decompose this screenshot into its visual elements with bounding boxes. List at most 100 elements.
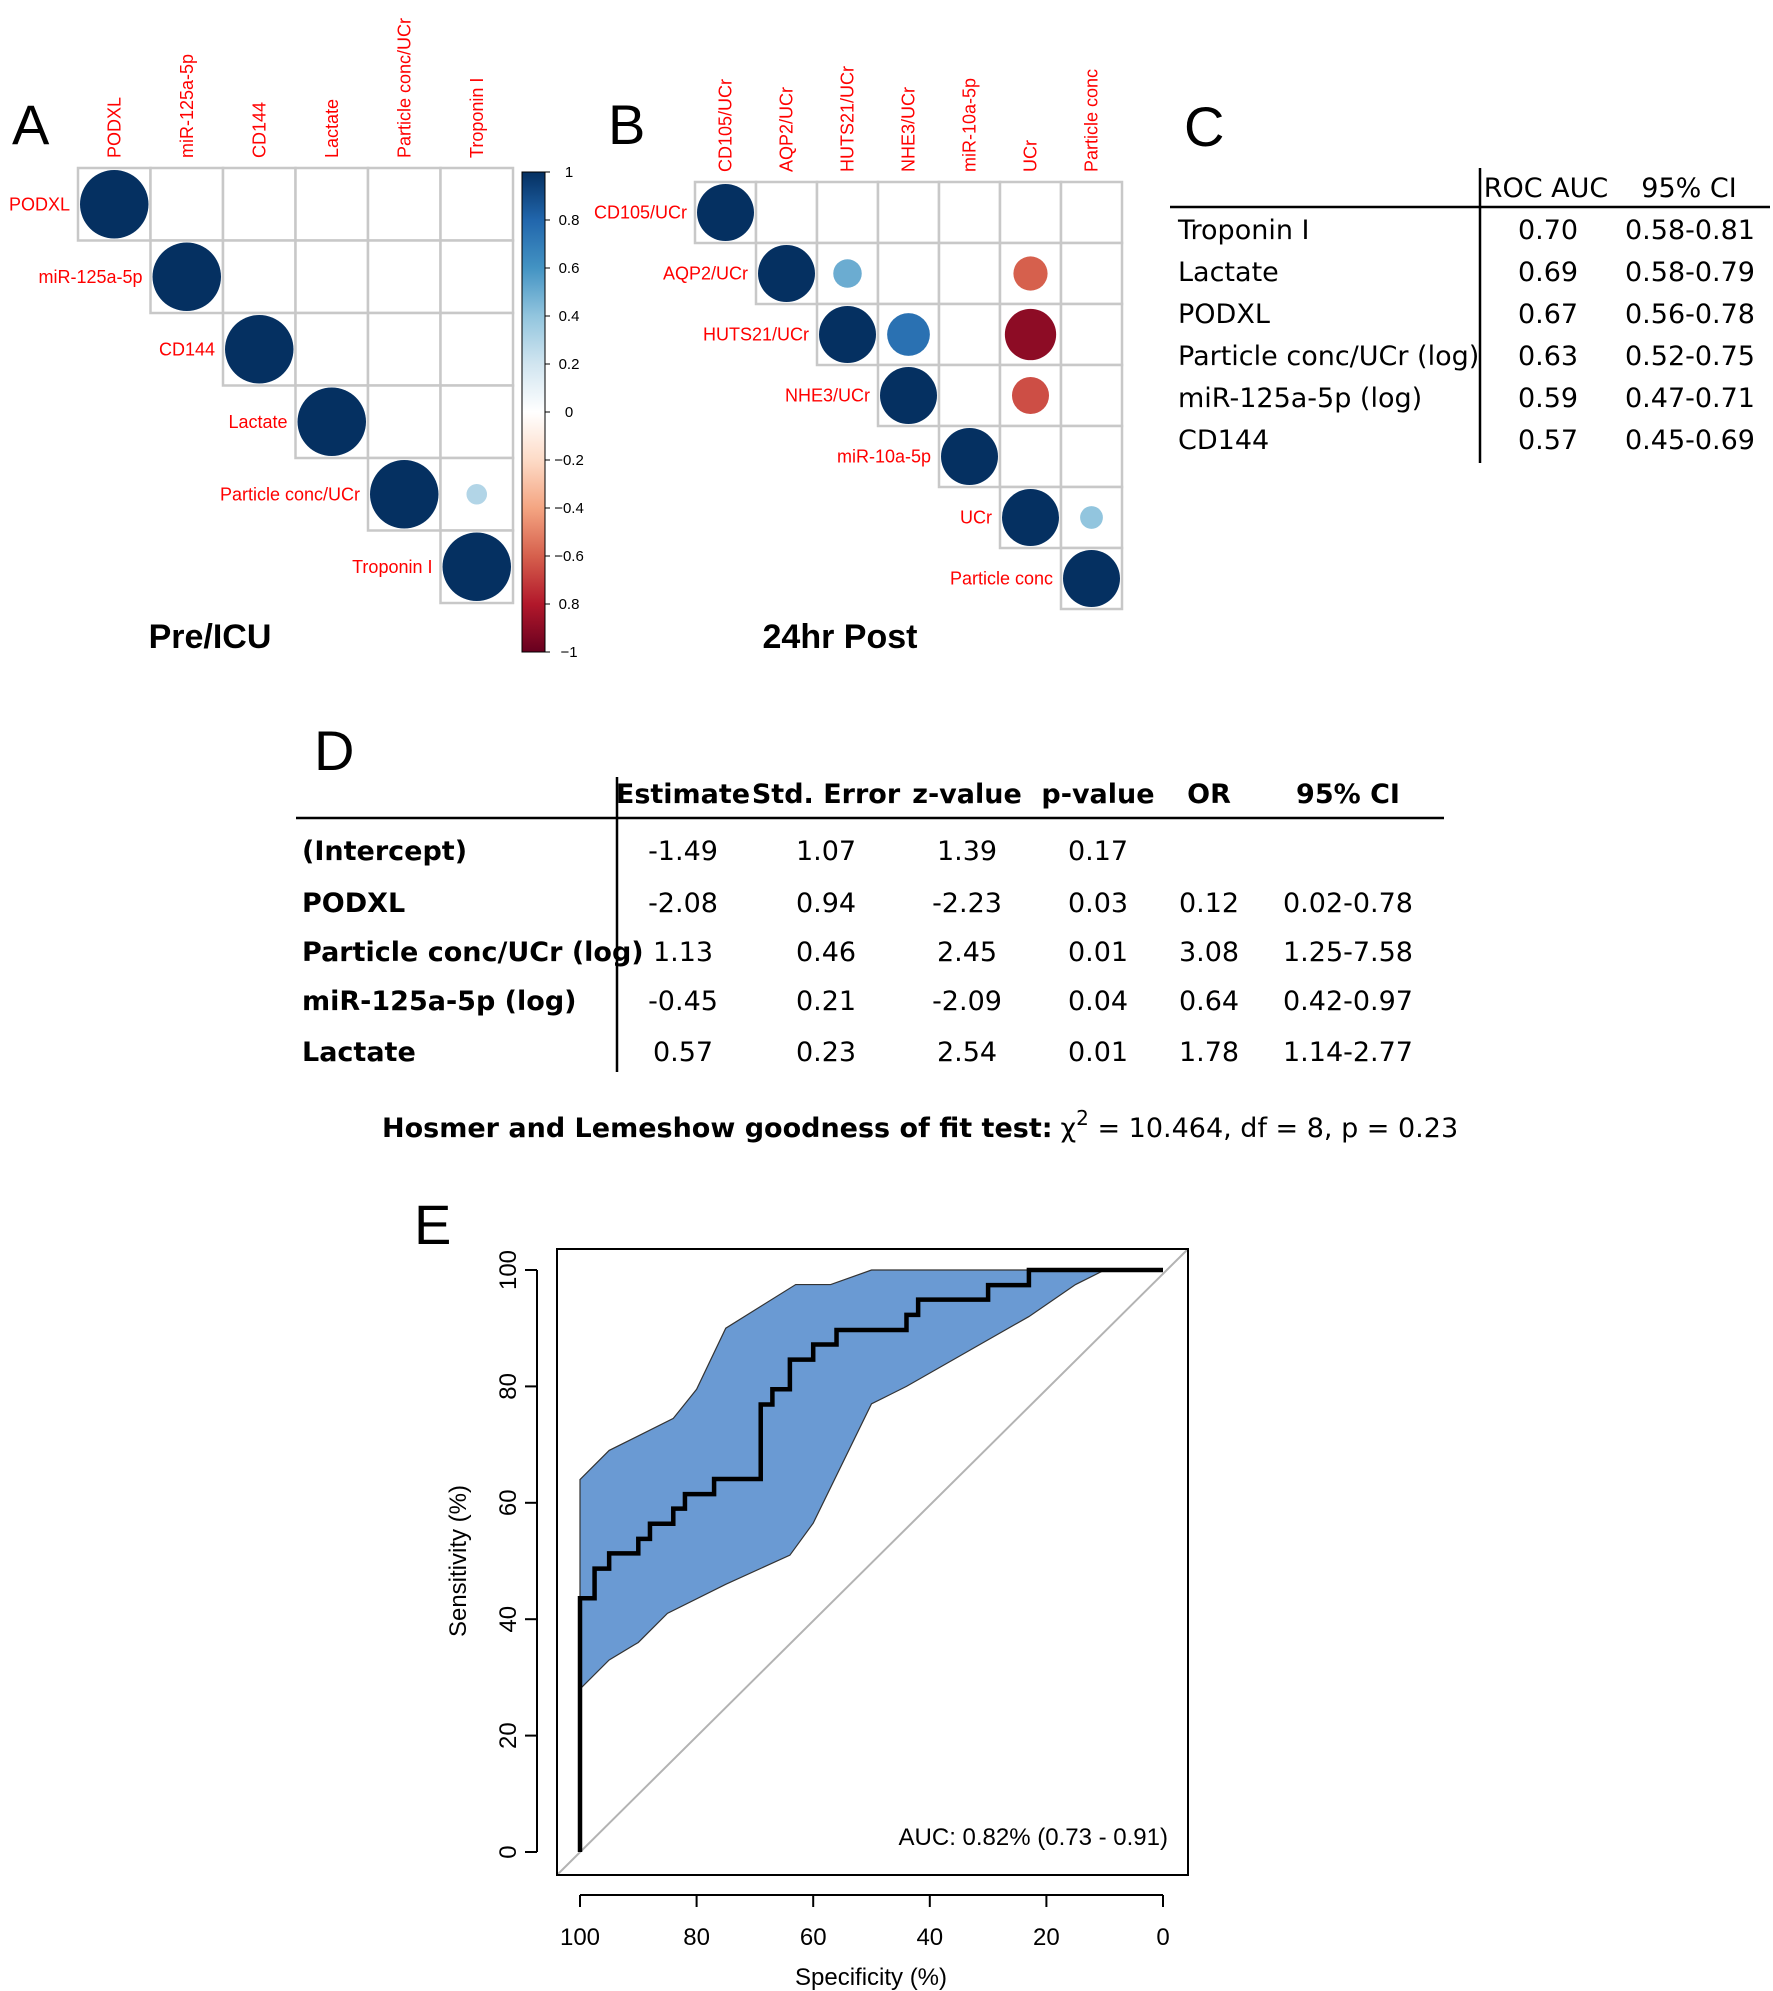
pre-icu-circle — [466, 483, 488, 505]
table-d-cell: 0.21 — [796, 986, 856, 1017]
post-circle — [819, 306, 876, 363]
post-cell — [876, 180, 941, 245]
post-col-label: miR-10a-5p — [960, 78, 980, 172]
pre-icu-cell — [366, 311, 442, 387]
colorbar-tick-label: 0.6 — [559, 260, 580, 277]
table-d-row-label: miR-125a-5p (log) — [302, 986, 577, 1017]
pre-icu-col-label: miR-125a-5p — [177, 54, 197, 158]
pre-icu-cell — [439, 239, 515, 315]
post-cell — [876, 241, 941, 306]
y-axis-title: Sensitivity (%) — [445, 1485, 472, 1637]
roc-auc-table: ROC AUC 95% CI Troponin I 0.70 0.58-0.81 Lact… — [1170, 168, 1770, 463]
pre-icu-row-label: Troponin I — [352, 557, 432, 577]
table-d-cell: 0.12 — [1179, 888, 1239, 919]
colorbar-gradient — [521, 171, 546, 653]
pre-icu-col-label: Lactate — [322, 99, 342, 158]
pre-icu-circle — [442, 532, 511, 601]
table-d-cell: 2.54 — [937, 1037, 997, 1068]
post-col-label: HUTS21/UCr — [838, 66, 858, 172]
colorbar-tick-label: 0 — [565, 404, 573, 421]
pre-icu-cell — [221, 166, 297, 242]
pre-icu-row-label: Particle conc/UCr — [220, 484, 360, 504]
post-col-label: UCr — [1021, 140, 1041, 172]
x-axis-tick-label: 0 — [1156, 1924, 1169, 1951]
panel-label-b: B — [608, 93, 645, 156]
pre-icu-circle — [225, 315, 294, 384]
table-d-cell: 1.07 — [796, 836, 856, 867]
table-d-header: OR — [1187, 779, 1231, 810]
post-circle — [887, 313, 930, 356]
pre-icu-row-label: miR-125a-5p — [38, 267, 142, 287]
pre-icu-cell — [439, 384, 515, 460]
post-cell — [998, 180, 1063, 245]
post-cell — [754, 180, 819, 245]
post-circle — [880, 367, 937, 424]
pre-icu-row-label: CD144 — [159, 339, 215, 359]
y-axis-tick-label: 80 — [495, 1373, 522, 1400]
table-c-row-label: PODXL — [1178, 299, 1270, 330]
table-c-ci: 0.58-0.81 — [1625, 215, 1755, 246]
x-axis-tick-label: 80 — [683, 1924, 710, 1951]
hosmer-lemeshow-label: Hosmer and Lemeshow goodness of fit test… — [382, 1113, 1053, 1144]
hosmer-lemeshow-stats: = 10.464, df = 8, p = 0.23 — [1089, 1113, 1458, 1144]
table-d-cell: -2.08 — [648, 888, 718, 919]
table-c-row-label: Particle conc/UCr (log) — [1178, 341, 1479, 372]
x-axis-tick-label: 40 — [916, 1924, 943, 1951]
table-d-row-label: PODXL — [302, 888, 405, 919]
post-row-label: Particle conc — [950, 569, 1053, 589]
y-axis-tick-label: 20 — [495, 1722, 522, 1749]
post-col-label: Particle conc — [1082, 69, 1102, 172]
table-c-ci: 0.58-0.79 — [1625, 257, 1755, 288]
logistic-regression-table: Estimate Std. Error z-value p-value OR 95% CI… — [296, 777, 1444, 1072]
post-circle — [1002, 489, 1059, 546]
post-circle — [1004, 308, 1057, 361]
post-cell — [998, 363, 1063, 428]
hosmer-lemeshow-note: Hosmer and Lemeshow goodness of fit test… — [382, 1106, 1458, 1144]
table-d-header: 95% CI — [1296, 779, 1400, 810]
post-circle — [1013, 256, 1048, 291]
post-circle — [1080, 506, 1103, 529]
table-d-header: Std. Error — [752, 779, 901, 810]
colorbar-tick-label: 0.8 — [559, 212, 580, 229]
table-c-header: ROC AUC — [1484, 173, 1609, 204]
table-c-row-label: Troponin I — [1177, 215, 1309, 246]
post-row-label: HUTS21/UCr — [703, 325, 809, 345]
table-d-cell: -2.23 — [932, 888, 1002, 919]
table-d-cell: 2.45 — [937, 937, 997, 968]
pre-icu-circle — [80, 170, 149, 239]
table-c-auc: 0.57 — [1518, 425, 1578, 456]
post-circle — [1011, 376, 1050, 415]
post-circle — [1063, 550, 1120, 607]
post-circle — [697, 184, 754, 241]
table-c-ci: 0.52-0.75 — [1625, 341, 1755, 372]
pre-icu-circle — [297, 387, 366, 456]
post-cell — [815, 180, 880, 245]
table-d-cell: 1.39 — [937, 836, 997, 867]
x-axis-tick-label: 100 — [560, 1924, 600, 1951]
post-circle — [758, 245, 815, 302]
table-d-cell: 0.01 — [1068, 937, 1128, 968]
pre-icu-col-label: Particle conc/UCr — [394, 18, 414, 158]
table-d-cell: 0.02-0.78 — [1283, 888, 1413, 919]
pre-icu-row-label: PODXL — [9, 194, 70, 214]
24hr-post-title: 24hr Post — [763, 618, 918, 656]
pre-icu-row-label: Lactate — [228, 412, 287, 432]
post-cell — [1059, 424, 1124, 489]
pre-icu-cell — [149, 166, 225, 242]
table-c-auc: 0.67 — [1518, 299, 1578, 330]
post-row-label: AQP2/UCr — [663, 264, 748, 284]
table-d-row-label: Lactate — [302, 1037, 416, 1068]
table-c-auc: 0.70 — [1518, 215, 1578, 246]
table-c-row-label: miR-125a-5p (log) — [1178, 383, 1422, 414]
table-c-ci: 0.47-0.71 — [1625, 383, 1755, 414]
table-d-cell: 0.17 — [1068, 836, 1128, 867]
y-axis-tick-label: 60 — [495, 1489, 522, 1516]
chi-superscript: 2 — [1076, 1106, 1089, 1130]
y-axis-tick-label: 40 — [495, 1606, 522, 1633]
table-c-row-label: Lactate — [1178, 257, 1279, 288]
table-d-cell: 0.04 — [1068, 986, 1128, 1017]
table-d-row-label: (Intercept) — [302, 836, 467, 867]
auc-annotation: AUC: 0.82% (0.73 - 0.91) — [899, 1824, 1168, 1851]
post-circle — [833, 259, 862, 288]
table-d-cell: 0.01 — [1068, 1037, 1128, 1068]
